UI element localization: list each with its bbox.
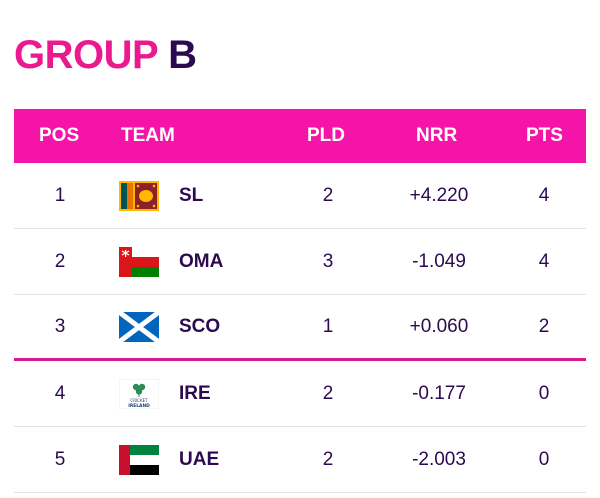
table-header: POS TEAM PLD NRR PTS [14, 109, 586, 163]
position-cell: 3 [54, 315, 66, 337]
played-cell: 2 [322, 382, 334, 404]
team-name: UAE [179, 448, 220, 470]
points-cell: 0 [538, 448, 550, 470]
table-row[interactable]: 1 SL 2 +4 [14, 163, 586, 229]
table-row[interactable]: 5 UAE 2 -2.003 0 [14, 427, 586, 493]
team-name: IRE [179, 382, 211, 404]
played-cell: 2 [322, 184, 334, 206]
team-cell[interactable]: CRICKET IRELAND IRE [119, 361, 359, 426]
nrr-cell: +0.060 [409, 315, 469, 337]
group-title: GROUP B [14, 30, 197, 80]
points-cell: 4 [538, 250, 550, 272]
position-cell: 4 [54, 382, 66, 404]
cricket-ireland-logo-icon: CRICKET IRELAND [119, 378, 159, 409]
group-title-letter: B [168, 33, 197, 77]
position-cell: 5 [54, 448, 66, 470]
points-cell: 4 [538, 184, 550, 206]
nrr-cell: -0.177 [412, 382, 466, 404]
position-cell: 2 [54, 250, 66, 272]
played-cell: 2 [322, 448, 334, 470]
standings-table: POS TEAM PLD NRR PTS 1 [14, 109, 586, 493]
team-cell[interactable]: OMA [119, 229, 359, 294]
svg-text:IRELAND: IRELAND [128, 403, 150, 409]
header-pld: PLD [307, 125, 345, 146]
position-cell: 1 [54, 184, 66, 206]
table-row[interactable]: 3 SCO 1 +0.060 2 [14, 295, 586, 361]
team-name: SL [179, 184, 204, 206]
group-title-word: GROUP [14, 33, 158, 77]
sri-lanka-flag-icon [119, 180, 159, 211]
header-nrr: NRR [416, 125, 458, 146]
table-row[interactable]: 2 OMA 3 -1.049 4 [14, 229, 586, 295]
header-pts: PTS [526, 125, 563, 146]
team-name: OMA [179, 250, 224, 272]
scotland-flag-icon [119, 311, 159, 342]
played-cell: 3 [322, 250, 334, 272]
nrr-cell: +4.220 [409, 184, 469, 206]
team-name: SCO [179, 315, 221, 337]
table-row[interactable]: 4 CRICKET IRELAND IRE 2 -0.177 [14, 361, 586, 427]
team-cell[interactable]: SL [119, 163, 359, 228]
svg-text:CRICKET: CRICKET [130, 398, 148, 403]
uae-flag-icon [119, 444, 159, 475]
played-cell: 1 [322, 315, 334, 337]
header-pos: POS [39, 125, 80, 146]
team-cell[interactable]: UAE [119, 427, 359, 492]
nrr-cell: -1.049 [412, 250, 466, 272]
oman-flag-icon [119, 246, 159, 277]
points-cell: 0 [538, 382, 550, 404]
nrr-cell: -2.003 [412, 448, 466, 470]
team-cell[interactable]: SCO [119, 295, 359, 358]
points-cell: 2 [538, 315, 550, 337]
header-team: TEAM [121, 125, 175, 146]
